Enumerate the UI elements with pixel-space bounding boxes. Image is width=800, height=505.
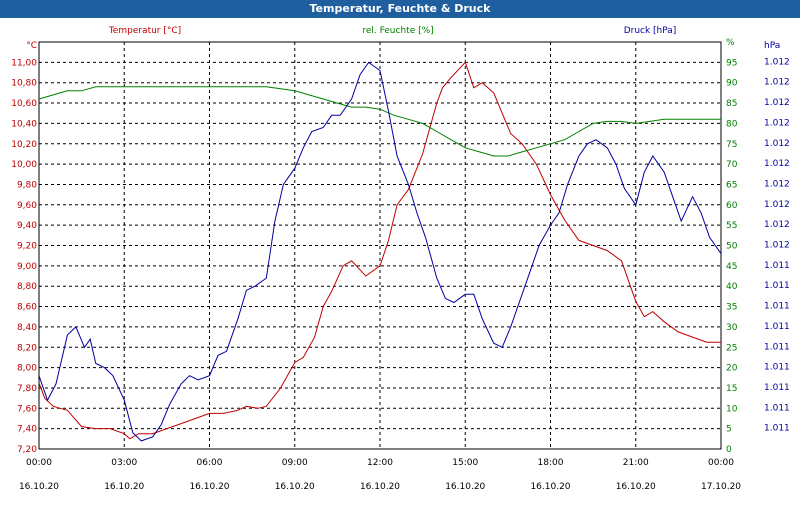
humidity-tick-label: 0 [726,445,732,455]
humidity-axis-ticks: 0 5 10 15 20 25 30 35 40 45 50 55 60 65 70 75 80 85 90 95% [726,38,738,455]
pressure-tick-label: 1.011 [764,403,790,413]
temperature-tick-label: 11,00 [11,58,37,68]
pressure-tick-label: 1.011 [764,261,790,271]
temperature-tick-label: 9,80 [17,180,37,190]
temperature-tick-label: 9,00 [17,262,37,272]
humidity-tick-label: 20 [726,364,738,374]
pressure-axis-ticks: 1.011 1.011 1.011 1.011 1.011 1.011 1.011 1.011… [764,57,790,433]
grid [39,42,721,449]
x-tick-date: 16.10.20 [445,482,485,492]
temperature-tick-label: 9,20 [17,242,37,252]
series-line-pressure [38,61,722,442]
pressure-tick-label: 1.011 [764,302,790,312]
x-tick-time: 00:00 [26,458,52,468]
temperature-tick-label: 8,80 [17,282,37,292]
x-tick-time: 09:00 [282,458,308,468]
humidity-tick-label: 85 [726,99,737,109]
pressure-tick-label: 1.012 [764,118,790,128]
pressure-tick-label: 1.012 [764,241,790,251]
humidity-tick-label: 80 [726,119,738,129]
humidity-tick-label: 40 [726,282,738,292]
pressure-tick-label: 1.012 [764,78,790,88]
temperature-tick-label: 10,80 [11,79,37,89]
pressure-tick-label: 1.012 [764,200,790,210]
chart-title: Temperatur, Feuchte & Druck [0,0,800,18]
x-tick-time: 00:00 [708,458,734,468]
pressure-tick-label: 1.011 [764,342,790,352]
temperature-tick-label: 8,00 [17,364,37,374]
pressure-axis-label: Druck [hPa] [624,26,677,36]
temperature-unit: °C [26,41,37,51]
pressure-tick-label: 1.012 [764,179,790,189]
x-tick-time: 21:00 [623,458,649,468]
pressure-tick-label: 1.011 [764,281,790,291]
x-tick-time: 03:00 [111,458,137,468]
temperature-tick-label: 10,00 [11,160,37,170]
pressure-tick-label: 1.012 [764,220,790,230]
pressure-tick-label: 1.011 [764,363,790,373]
temperature-axis-ticks: 7,20 7,40 7,60 7,80 8,00 8,20 8,40 8,60 8,80 9,00… [11,58,37,455]
humidity-tick-label: 5 [726,425,732,435]
pressure-tick-label: 1.011 [764,383,790,393]
x-tick-time: 15:00 [452,458,478,468]
humidity-tick-label: 55 [726,221,737,231]
pressure-tick-label: 1.011 [764,424,790,434]
humidity-tick-label: % [726,38,735,48]
temperature-tick-label: 8,60 [17,303,37,313]
temperature-tick-label: 7,80 [17,384,37,394]
pressure-tick-label: 1.012 [764,159,790,169]
x-tick-date: 17.10.20 [701,482,741,492]
humidity-tick-label: 65 [726,180,737,190]
x-tick-date: 16.10.20 [19,482,59,492]
x-tick-date: 16.10.20 [275,482,315,492]
x-tick-time: 18:00 [538,458,564,468]
temperature-tick-label: 7,20 [17,445,37,455]
temperature-tick-label: 9,40 [17,221,37,231]
x-tick-date: 16.10.20 [189,482,229,492]
temperature-tick-label: 8,40 [17,323,37,333]
pressure-unit: hPa [764,41,780,51]
pressure-tick-label: 1.012 [764,98,790,108]
humidity-tick-label: 45 [726,262,737,272]
chart-svg: 7,20 7,40 7,60 7,80 8,00 8,20 8,40 8,60 8,80 9,00… [11,26,790,492]
x-tick-date: 16.10.20 [616,482,656,492]
pressure-tick-label: 1.011 [764,322,790,332]
temperature-tick-label: 8,20 [17,343,37,353]
temperature-axis-label: Temperatur [°C] [108,26,181,36]
series-line-temperature [38,61,721,440]
x-tick-date: 16.10.20 [530,482,570,492]
humidity-tick-label: 60 [726,201,738,211]
x-tick-date: 16.10.20 [360,482,400,492]
humidity-tick-label: 30 [726,323,738,333]
x-axis-ticks: 00:00 16.10.20 03:00 16.10.20 06:00 16.10.20 0… [19,458,741,492]
pressure-tick-label: 1.012 [764,139,790,149]
pressure-tick-label: 1.012 [764,57,790,67]
humidity-tick-label: 50 [726,242,738,252]
humidity-axis-label: rel. Feuchte [%] [362,26,433,36]
x-tick-time: 06:00 [197,458,223,468]
plot-frame [38,41,722,450]
humidity-tick-label: 10 [726,404,738,414]
temperature-tick-label: 7,60 [17,404,37,414]
humidity-tick-label: 90 [726,79,738,89]
humidity-tick-label: 25 [726,343,737,353]
series-group [38,61,722,442]
temperature-tick-label: 10,60 [11,99,37,109]
humidity-tick-label: 35 [726,303,737,313]
humidity-tick-label: 95 [726,58,737,68]
humidity-tick-label: 75 [726,140,737,150]
humidity-tick-label: 70 [726,160,738,170]
chart-area: 7,20 7,40 7,60 7,80 8,00 8,20 8,40 8,60 8,80 9,00… [0,18,800,500]
temperature-tick-label: 10,40 [11,119,37,129]
humidity-tick-label: 15 [726,384,737,394]
x-tick-time: 12:00 [367,458,393,468]
x-tick-date: 16.10.20 [104,482,144,492]
temperature-tick-label: 10,20 [11,140,37,150]
series-line-humidity [38,86,721,157]
temperature-tick-label: 7,40 [17,425,37,435]
temperature-tick-label: 9,60 [17,201,37,211]
